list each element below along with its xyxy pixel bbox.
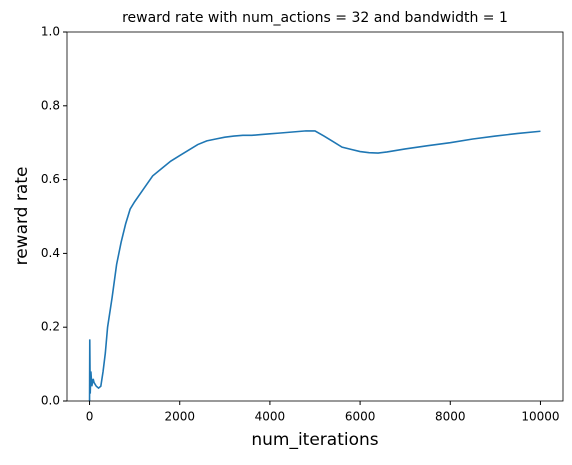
y-tick-label: 0.8 [41, 98, 60, 112]
x-tick-label: 6000 [345, 410, 376, 424]
x-tick-label: 10000 [521, 410, 559, 424]
x-axis-label: num_iterations [251, 430, 378, 450]
plot-frame [66, 31, 564, 402]
y-tick-label: 1.0 [41, 25, 60, 39]
y-tick-label: 0.6 [41, 172, 60, 186]
x-tick-label: 8000 [435, 410, 466, 424]
x-tick-label: 0 [86, 410, 94, 424]
y-tick-label: 0.4 [41, 246, 60, 260]
y-tick-label: 0.2 [41, 320, 60, 334]
x-tick-label: 4000 [255, 410, 286, 424]
x-tick-label: 2000 [164, 410, 195, 424]
y-axis-label: reward rate [12, 167, 32, 266]
y-tick-label: 0.0 [41, 394, 60, 408]
line [88, 130, 541, 402]
chart-title: reward rate with num_actions = 32 and ba… [122, 10, 508, 26]
